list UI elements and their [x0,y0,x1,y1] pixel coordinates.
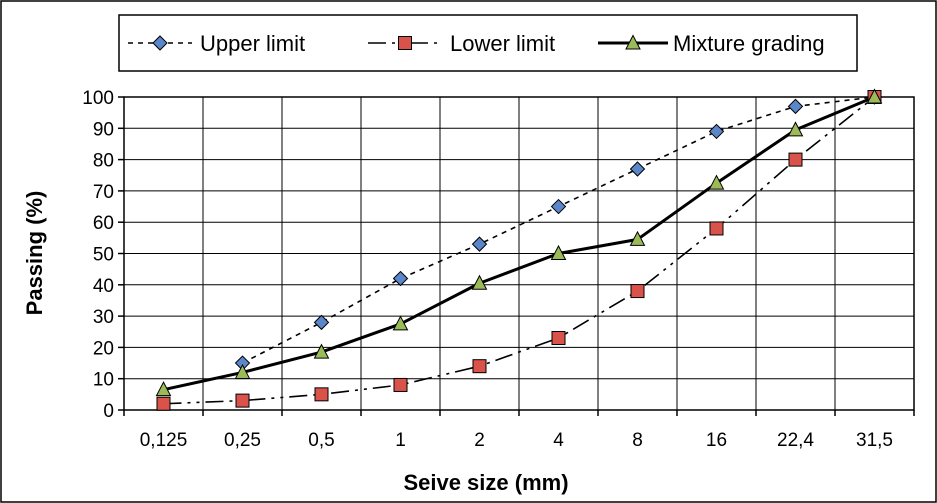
series-line-lower-limit [163,96,875,405]
point-mixture-grading [550,244,567,260]
y-tick-label: 50 [93,245,114,266]
legend: Upper limit Lower limit Mixture grading [118,14,858,72]
point-mixture-grading [234,363,251,379]
point-upper-limit [392,270,409,287]
point-upper-limit [787,98,804,115]
y-tick-label: 0 [103,401,114,422]
y-tick-label: 90 [93,119,114,140]
ticks-layer: 0 10 20 30 40 50 60 70 80 90 100 0,125 0,25 0,5 1 2 4 8 16… [82,88,915,451]
point-upper-limit [629,161,646,177]
point-mixture-grading [708,174,725,190]
x-tick-label: 1 [395,430,406,451]
legend-label-lower-limit: Lower limit [450,31,555,56]
x-tick-label: 31,5 [856,430,893,451]
point-lower-limit [156,396,171,411]
point-upper-limit [708,123,725,140]
y-tick-label: 30 [93,307,114,328]
x-tick-label: 0,5 [308,430,334,451]
point-mixture-grading [629,230,646,246]
point-mixture-grading [155,381,172,397]
point-lower-limit [551,331,566,346]
point-upper-limit [471,236,488,252]
legend-box [118,14,858,72]
point-lower-limit [630,284,645,299]
legend-label-mixture-grading: Mixture grading [673,31,825,56]
point-upper-limit [313,314,330,331]
y-tick-label: 100 [82,88,114,109]
x-tick-label: 8 [632,430,643,451]
x-tick-label: 16 [706,430,727,451]
y-axis-title: Passing (%) [22,191,47,316]
point-lower-limit [393,377,408,392]
y-tick-label: 60 [93,213,114,234]
y-tick-label: 70 [93,182,114,203]
point-upper-limit [550,198,567,215]
legend-marker-mixture-grading [625,34,641,50]
series-line-mixture-grading [163,95,876,392]
point-mixture-grading [866,88,883,104]
point-lower-limit [788,152,803,167]
y-tick-label: 40 [93,276,114,297]
series-layer [155,88,883,411]
x-tick-label: 0,25 [224,430,261,451]
point-lower-limit [235,393,250,408]
legend-label-upper-limit: Upper limit [200,31,305,56]
x-tick-label: 2 [474,430,485,451]
point-lower-limit [472,359,487,374]
y-tick-label: 10 [93,370,114,391]
x-tick-label: 22,4 [777,430,814,451]
point-mixture-grading [787,121,804,137]
x-tick-label: 4 [553,430,564,451]
legend-marker-upper-limit [152,35,168,51]
legend-marker-lower-limit [398,36,412,50]
x-tick-label: 0,125 [140,430,188,451]
point-lower-limit [709,221,724,236]
point-mixture-grading [313,343,330,359]
y-tick-label: 80 [93,151,114,172]
point-mixture-grading [471,274,488,290]
y-tick-label: 20 [93,338,114,359]
x-axis-title: Seive size (mm) [403,470,568,495]
point-lower-limit [314,387,329,402]
point-mixture-grading [392,315,409,331]
